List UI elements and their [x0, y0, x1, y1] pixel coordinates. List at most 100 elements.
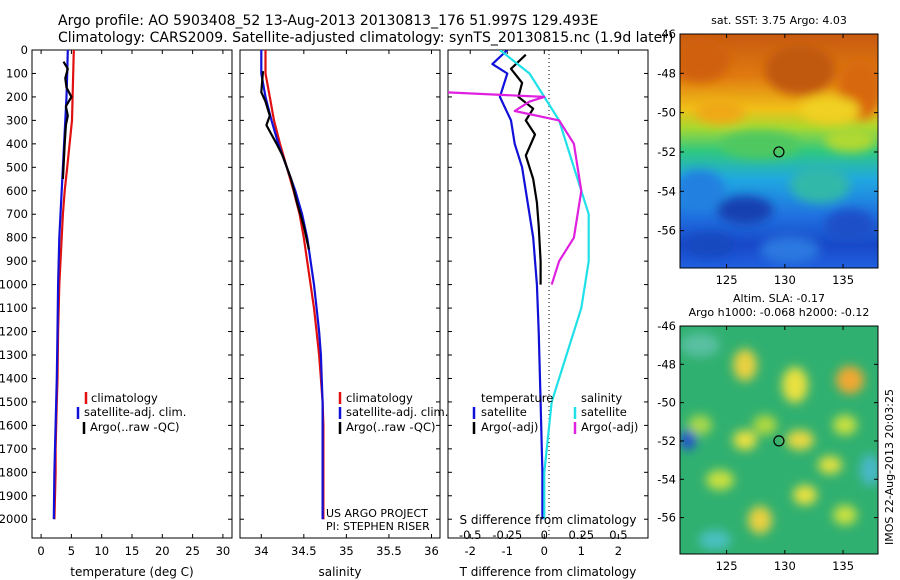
y-tick-label: 200 — [6, 90, 28, 104]
legend-title-salinity: salinity — [581, 391, 622, 405]
x-tick-label: 2 — [615, 544, 622, 558]
sst-heatmap — [680, 34, 878, 268]
sla-map-ticks: 125 130 135 -46 -48 -50 -52 -54 -56 — [657, 319, 878, 573]
y-tick-label: 2000 — [0, 512, 28, 526]
x-tick-label: 34 — [254, 544, 269, 558]
sla-patch — [753, 415, 777, 435]
sla-map-panel: Altim. SLA: -0.17 Argo h1000: -0.068 h20… — [657, 292, 896, 573]
project-annotation-line2: PI: STEPHEN RISER — [326, 520, 430, 533]
sla-patch — [793, 485, 817, 505]
argo-location-marker — [773, 435, 785, 447]
legend-label-t-argo: Argo(-adj) — [481, 420, 538, 434]
s-tick-label: 0.5 — [609, 528, 627, 542]
series-line-satellite-adj-clim- — [52, 50, 69, 520]
legend-label-climatology: climatology — [346, 391, 413, 405]
difference-xlabel: T difference from climatology — [459, 565, 637, 579]
s-difference-label: S difference from climatology — [460, 513, 637, 527]
sla-patch — [680, 333, 720, 357]
series-line-satellite — [491, 50, 544, 520]
sst-map-panel: sat. SST: 3.75 Argo: 4.03 125 130 135 -46 -4… — [657, 14, 879, 287]
sla-patch — [699, 530, 731, 550]
y-tick-label: 900 — [6, 254, 28, 268]
y-tick-label: 600 — [6, 184, 28, 198]
sla-map-frame — [679, 325, 879, 555]
y-tick-label: 1500 — [0, 395, 28, 409]
temperature-ticks: 0 5 10 15 20 25 300100200300400500600700800900… — [0, 43, 232, 558]
y-tick-label: 1300 — [0, 348, 28, 362]
legend-label-s-argo: Argo(-adj) — [581, 420, 638, 434]
temperature-legend: climatology satellite-adj. clim. Argo(..… — [76, 391, 186, 434]
y-tick-label: 1200 — [0, 325, 28, 339]
salinity-series — [260, 50, 325, 520]
sla-map-title: Altim. SLA: -0.17 — [733, 292, 825, 305]
x-tick-label: 0 — [541, 544, 548, 558]
sla-patch — [818, 456, 842, 474]
sst-patch — [760, 236, 820, 264]
series-line-argo-raw-qc- — [260, 71, 310, 250]
legend-label-s-satellite: satellite — [581, 405, 627, 419]
x-tick-label: 15 — [125, 544, 140, 558]
sla-patch — [706, 470, 734, 490]
legend-label-satellite: satellite-adj. clim. — [346, 405, 448, 419]
sla-patch — [836, 366, 864, 394]
sst-patch — [680, 170, 725, 210]
sla-patch — [733, 430, 757, 450]
x-tick-label: 125 — [716, 273, 738, 287]
salinity-plot-frame — [239, 49, 441, 539]
difference-series — [448, 50, 590, 520]
y-tick-label: -48 — [657, 66, 676, 80]
y-tick-label: -48 — [657, 357, 676, 371]
imos-timestamp: IMOS 22-Aug-2013 20:03:25 — [883, 389, 896, 545]
sla-patch — [688, 415, 712, 435]
y-tick-label: -54 — [657, 472, 676, 486]
x-tick-label: 36 — [424, 544, 439, 558]
sla-patch — [833, 415, 857, 435]
sst-map-ticks: 125 130 135 -46 -48 -50 -52 -54 -56 — [657, 27, 878, 287]
salinity-xlabel: salinity — [318, 565, 361, 579]
sst-map-title: sat. SST: 3.75 Argo: 4.03 — [711, 14, 847, 27]
x-tick-label: 25 — [185, 544, 200, 558]
y-tick-label: 1800 — [0, 465, 28, 479]
y-tick-label: -56 — [657, 511, 676, 525]
series-line-argo-adj- — [448, 91, 583, 285]
y-tick-label: -50 — [657, 106, 676, 120]
sla-patch — [786, 430, 814, 450]
legend-label-argo: Argo(..raw -QC) — [90, 420, 180, 434]
series-line-argo-adj- — [509, 53, 542, 285]
legend-label-satellite: satellite-adj. clim. — [84, 405, 186, 419]
sla-map-subtitle: Argo h1000: -0.068 h2000: -0.12 — [689, 306, 870, 319]
y-tick-label: -56 — [657, 224, 676, 238]
y-tick-label: 1600 — [0, 418, 28, 432]
difference-panel: -2 -1 0 1 2 -0.5 -0.25 0 0.25 0.5 T difference fr… — [447, 49, 649, 579]
legend-title-temperature: temperature — [481, 391, 553, 405]
y-tick-label: 500 — [6, 160, 28, 174]
legend-label-t-satellite: satellite — [481, 405, 527, 419]
y-tick-label: 800 — [6, 231, 28, 245]
y-tick-label: 1900 — [0, 489, 28, 503]
y-tick-label: 400 — [6, 137, 28, 151]
x-tick-label: 30 — [216, 544, 231, 558]
difference-plot-frame — [447, 49, 649, 539]
sst-patch — [825, 128, 875, 152]
s-tick-label: 0 — [541, 528, 548, 542]
y-tick-label: 1100 — [0, 301, 28, 315]
figure-title-line1: Argo profile: AO 5903408_52 13-Aug-2013 … — [58, 13, 598, 29]
y-tick-label: -54 — [657, 184, 676, 198]
temperature-xlabel: temperature (deg C) — [70, 565, 193, 579]
x-tick-label: 1 — [578, 544, 585, 558]
x-tick-label: 34.5 — [291, 544, 317, 558]
sst-map-frame — [679, 33, 879, 269]
y-tick-label: -46 — [657, 319, 676, 333]
y-tick-label: -52 — [657, 145, 676, 159]
sst-patch — [717, 196, 773, 224]
y-tick-label: 1400 — [0, 371, 28, 385]
y-tick-label: 700 — [6, 207, 28, 221]
series-line-satellite — [499, 50, 590, 520]
sst-patch — [695, 100, 745, 124]
y-tick-label: 1700 — [0, 442, 28, 456]
sla-patch — [860, 454, 878, 486]
s-tick-label: -0.25 — [492, 528, 522, 542]
project-annotation-line1: US ARGO PROJECT — [326, 507, 428, 520]
legend-label-climatology: climatology — [91, 391, 158, 405]
